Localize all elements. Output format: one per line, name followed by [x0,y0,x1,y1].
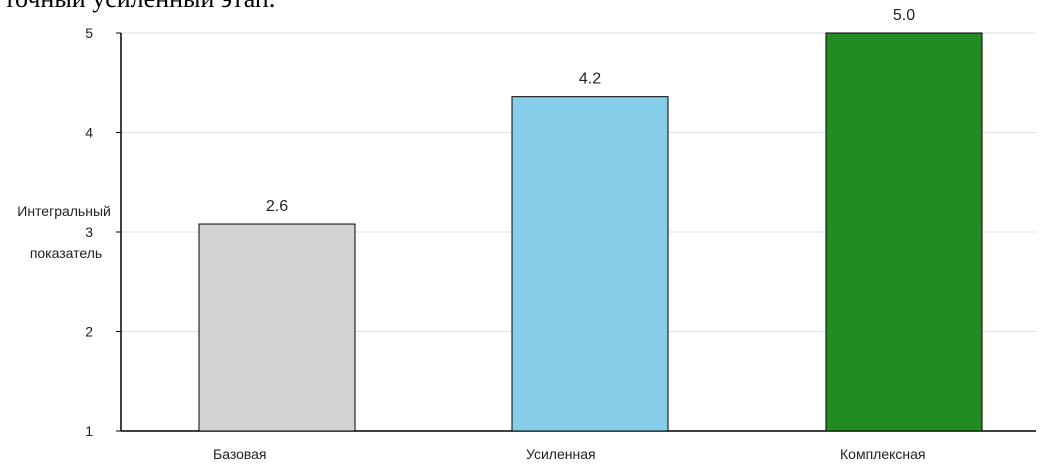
value-labels: 2.6 4.2 5.0 [266,7,915,215]
value-label-1: 2.6 [266,198,288,215]
value-label-3: 5.0 [893,7,915,24]
bar-1 [198,223,356,432]
y-axis-label-line-2: показатель [30,245,102,261]
y-axis-label: Интегральный показатель [17,203,114,261]
cropped-top-text: точный усиленный этап. [4,0,275,14]
y-tick-label: 4 [85,125,93,141]
category-labels: Базовая Усиленная Комплексная [213,446,925,462]
bar-2 [511,96,669,432]
y-tick-label: 2 [85,324,93,340]
y-axis-label-line-1: Интегральный [17,203,111,219]
bars [198,32,983,432]
y-tick-label: 1 [85,423,93,439]
value-label-2: 4.2 [579,71,601,88]
y-tick-label: 5 [85,25,93,41]
category-label-3: Комплексная [840,446,925,462]
y-tick-label: 3 [85,224,93,240]
category-label-1: Базовая [213,446,267,462]
category-label-2: Усиленная [526,446,596,462]
bar-3 [825,32,983,432]
y-ticks: 1 2 3 4 5 [85,25,121,439]
